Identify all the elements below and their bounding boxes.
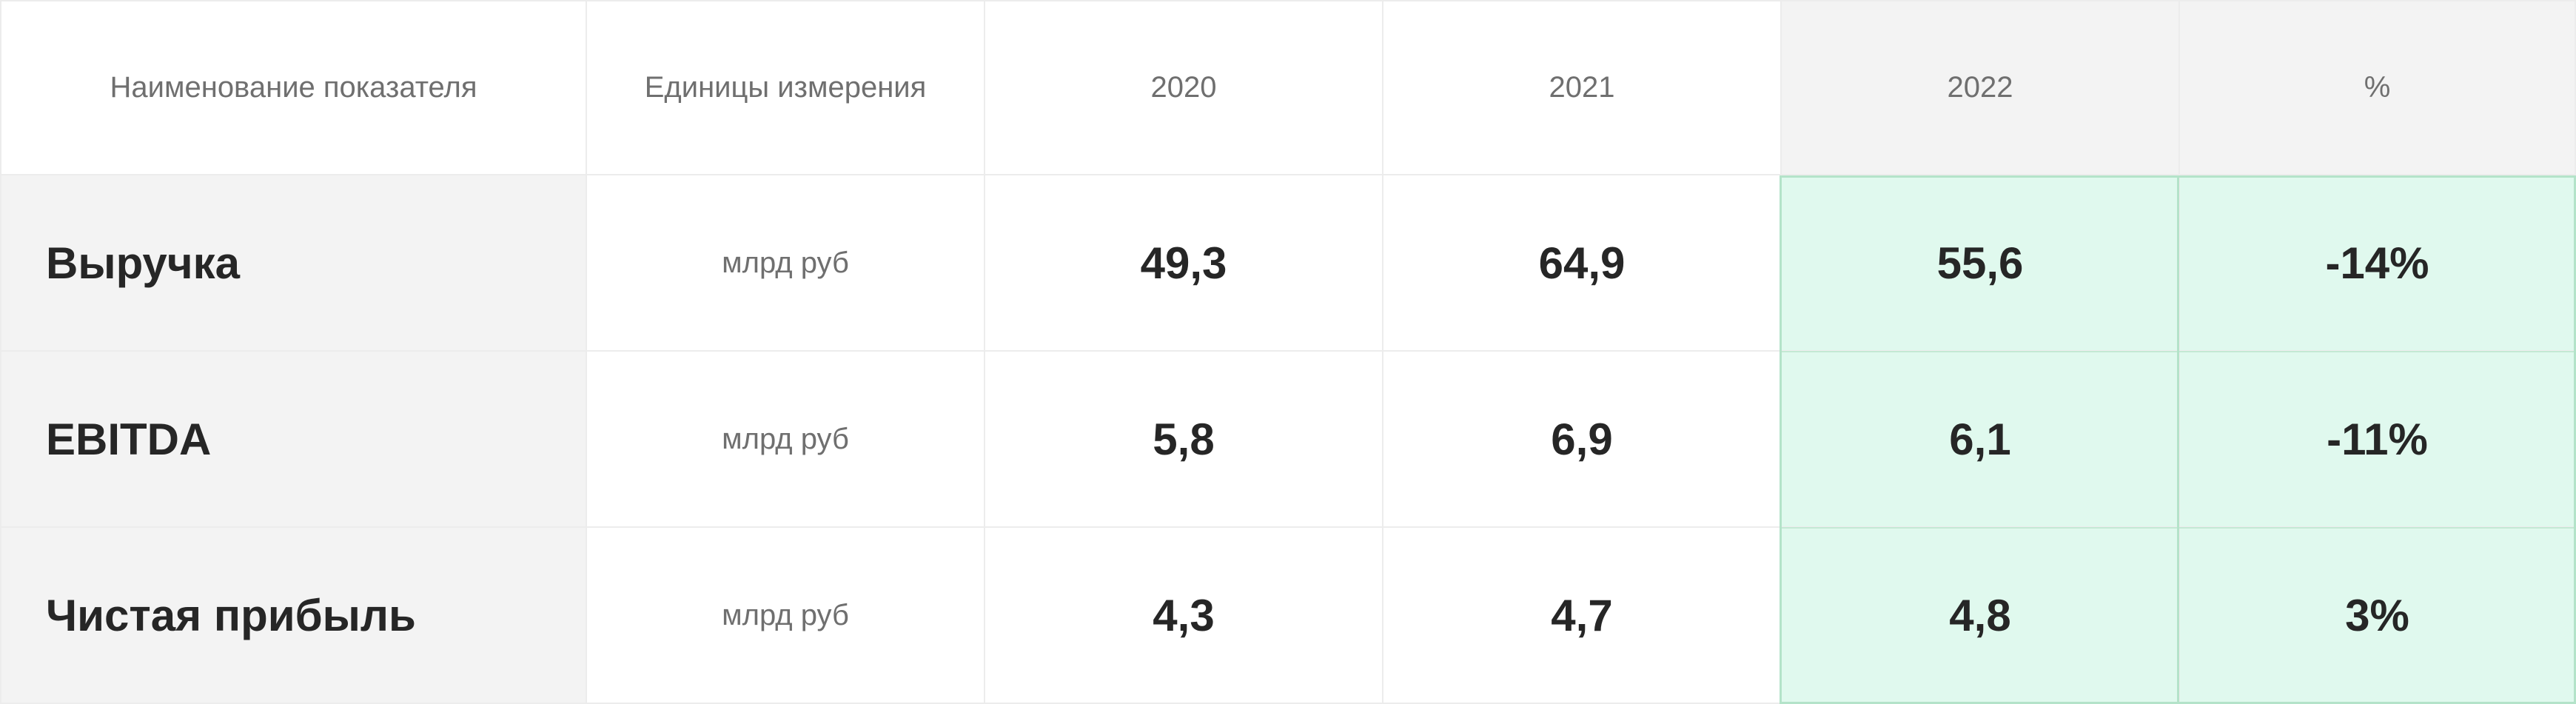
header-year-2021: 2021 [1383,0,1782,175]
value-2021: 64,9 [1383,175,1782,352]
row-unit: млрд руб [587,175,985,352]
value-2021: 6,9 [1383,352,1782,528]
value-2020: 5,8 [985,352,1383,528]
header-percent-change: % [2180,0,2576,175]
row-label: EBITDA [0,352,587,528]
value-2022: 55,6 [1782,175,2180,352]
header-year-2020: 2020 [985,0,1383,175]
header-year-2022: 2022 [1782,0,2180,175]
value-2020: 4,3 [985,528,1383,704]
row-unit: млрд руб [587,528,985,704]
value-2020: 49,3 [985,175,1383,352]
header-indicator-name: Наименование показателя [0,0,587,175]
value-percent-change: -11% [2180,352,2576,528]
row-unit: млрд руб [587,352,985,528]
row-label: Чистая прибыль [0,528,587,704]
value-percent-change: 3% [2180,528,2576,704]
value-percent-change: -14% [2180,175,2576,352]
value-2022: 6,1 [1782,352,2180,528]
row-label: Выручка [0,175,587,352]
value-2021: 4,7 [1383,528,1782,704]
header-units: Единицы измерения [587,0,985,175]
value-2022: 4,8 [1782,528,2180,704]
